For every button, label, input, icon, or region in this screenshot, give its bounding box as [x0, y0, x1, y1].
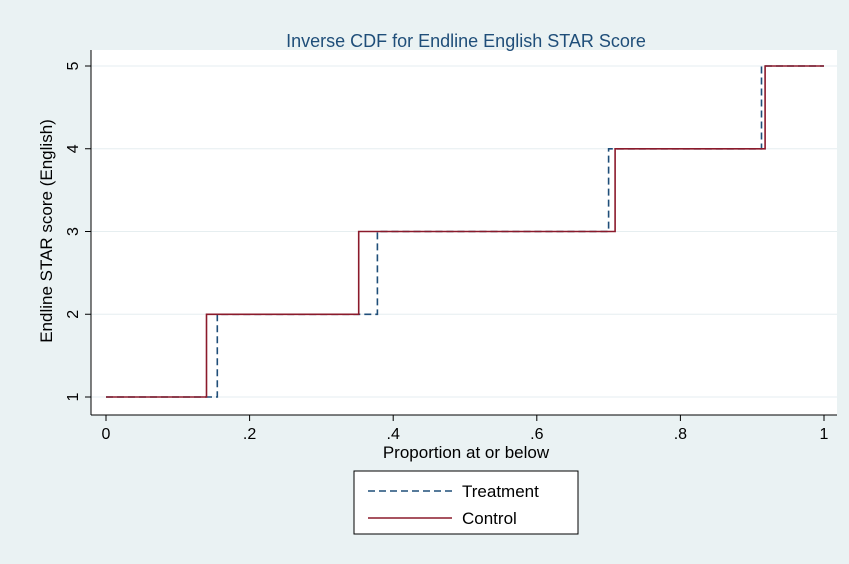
x-axis-label: Proportion at or below: [383, 443, 550, 462]
x-tick-label: .8: [674, 426, 687, 443]
axis-layer: [90, 50, 837, 416]
series-layer: [106, 65, 824, 398]
plot-area: [91, 50, 837, 415]
y-tick-label: 5: [65, 61, 82, 70]
x-tick-label: .2: [243, 426, 256, 443]
x-tick-label: 0: [102, 426, 111, 443]
y-axis-label: Endline STAR score (English): [37, 119, 56, 343]
y-tick-label: 1: [65, 392, 82, 401]
legend-label-treatment: Treatment: [462, 482, 539, 501]
y-tick-label: 3: [65, 227, 82, 236]
y-tick-label: 2: [65, 310, 82, 319]
x-tick-label: .4: [387, 426, 400, 443]
tick-layer: 1 2 3 4 5 0 .2 .4 .6 .8 1: [65, 61, 829, 443]
x-tick-label: 1: [820, 426, 829, 443]
x-tick-label: .6: [530, 426, 543, 443]
y-tick-label: 4: [65, 144, 82, 153]
legend: Treatment Control: [353, 470, 579, 535]
legend-box: [353, 470, 579, 535]
chart-title: Inverse CDF for Endline English STAR Sco…: [286, 31, 646, 51]
legend-label-control: Control: [462, 509, 517, 528]
series-line-control: [106, 65, 824, 398]
